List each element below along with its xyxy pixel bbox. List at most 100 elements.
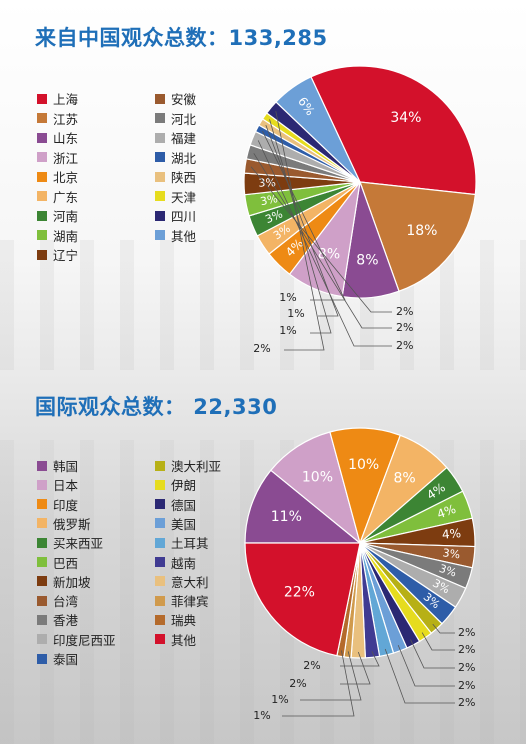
pie-slice (329, 427, 402, 545)
legend-label: 河北 (171, 111, 197, 127)
legend-item: 河北 (155, 109, 196, 128)
slice-label: 3% (263, 207, 284, 226)
legend-label: 陕西 (171, 170, 197, 185)
legend-label: 印度 (53, 497, 79, 513)
legend-label: 越南 (171, 555, 197, 571)
legend-item: 台湾 (37, 591, 78, 610)
legend-swatch (155, 614, 165, 625)
slice-label: 8% (318, 247, 340, 263)
legend-swatch (155, 460, 165, 471)
slice-label: 2% (396, 305, 413, 318)
legend-label: 江苏 (53, 111, 79, 127)
legend-label: 菲律宾 (171, 594, 209, 610)
legend-item: 意大利 (155, 572, 209, 591)
slice-label: 2% (458, 696, 475, 709)
slice-label: 1% (279, 291, 296, 304)
legend-item: 四川 (155, 206, 196, 225)
legend-label: 买来西亚 (53, 536, 104, 552)
legend-label: 印度尼西亚 (53, 632, 116, 648)
legend-label: 土耳其 (171, 536, 209, 552)
legend-item: 美国 (155, 514, 196, 533)
international-visitors-title: 国际观众总数： 22,330 (35, 395, 278, 419)
leader-line (269, 119, 332, 334)
legend-swatch (155, 537, 165, 548)
legend-swatch (155, 191, 165, 201)
leader-line (250, 166, 392, 313)
legend-item: 其他 (155, 630, 196, 649)
slice-label: 4% (441, 526, 461, 542)
legend-swatch (37, 152, 47, 162)
legend-item: 湖北 (155, 148, 196, 167)
slice-label: 22% (284, 584, 315, 600)
legend-item: 北京 (37, 167, 78, 186)
legend-item: 广东 (37, 187, 78, 206)
slice-label: 4% (435, 502, 458, 522)
slice-label: 3% (258, 176, 276, 189)
legend-swatch (155, 113, 165, 123)
legend-label: 瑞典 (171, 613, 197, 629)
legend-label: 福建 (171, 131, 197, 146)
slice-label: 18% (406, 223, 437, 239)
legend-item: 韩国 (37, 456, 78, 475)
legend-item: 巴西 (37, 553, 78, 572)
legend-item: 日本 (37, 475, 78, 494)
legend-label: 泰国 (53, 652, 79, 667)
legend-item: 越南 (155, 553, 196, 572)
pie-slice (270, 431, 362, 545)
legend-label: 巴西 (53, 555, 79, 571)
leader-line (253, 153, 392, 329)
slice-label: 2% (458, 626, 475, 639)
legend-item: 新加坡 (37, 572, 91, 591)
legend-item: 安徽 (155, 89, 196, 108)
legend-item: 菲律宾 (155, 591, 209, 610)
legend-swatch (155, 230, 165, 240)
slice-label: 10% (302, 469, 333, 485)
slice-label: 2% (458, 679, 475, 692)
legend-item: 澳大利亚 (155, 456, 221, 475)
legend-swatch (37, 557, 47, 567)
slice-label: 8% (356, 253, 378, 269)
legend-label: 天津 (171, 189, 197, 205)
legend-swatch (37, 93, 47, 104)
leader-line (397, 644, 455, 687)
legend-label: 浙江 (53, 150, 79, 166)
legend-label: 北京 (53, 170, 79, 185)
slice-label: 3% (442, 546, 461, 561)
legend-swatch (155, 171, 165, 182)
legend-item: 天津 (155, 187, 196, 206)
legend-swatch (155, 518, 165, 529)
legend-label: 河南 (53, 209, 79, 224)
leader-line (340, 651, 371, 685)
slice-label: 2% (396, 339, 413, 352)
legend-label: 广东 (53, 189, 79, 205)
pie-slice (310, 65, 477, 196)
leader-line (300, 651, 362, 701)
leader-line (421, 632, 455, 651)
legend-label: 四川 (171, 209, 197, 224)
slice-label: 2% (458, 643, 475, 656)
legend-item: 辽宁 (37, 245, 78, 264)
legend-item: 河南 (37, 206, 78, 225)
slice-label: 3% (259, 192, 279, 208)
legend-swatch (155, 479, 165, 490)
legend-label: 台湾 (53, 594, 79, 610)
slice-label: 1% (253, 709, 270, 722)
legend-item: 印度尼西亚 (37, 630, 116, 649)
domestic-visitors-title: 来自中国观众总数：133,285 (35, 26, 328, 50)
legend-label: 韩国 (53, 459, 79, 474)
legend-swatch (37, 634, 47, 645)
legend-label: 其他 (171, 228, 197, 244)
slice-label: 34% (390, 110, 421, 126)
leader-line (410, 639, 455, 669)
legend-item: 福建 (155, 128, 196, 147)
legend-label: 伊朗 (171, 478, 197, 494)
legend-label: 新加坡 (53, 574, 91, 590)
legend-label: 美国 (171, 516, 197, 532)
legend-swatch (37, 479, 47, 490)
legend-item: 山东 (37, 128, 78, 147)
legend-label: 俄罗斯 (53, 516, 91, 532)
leader-line (282, 650, 355, 717)
legend-item: 印度 (37, 495, 78, 514)
legend-swatch (37, 518, 47, 529)
